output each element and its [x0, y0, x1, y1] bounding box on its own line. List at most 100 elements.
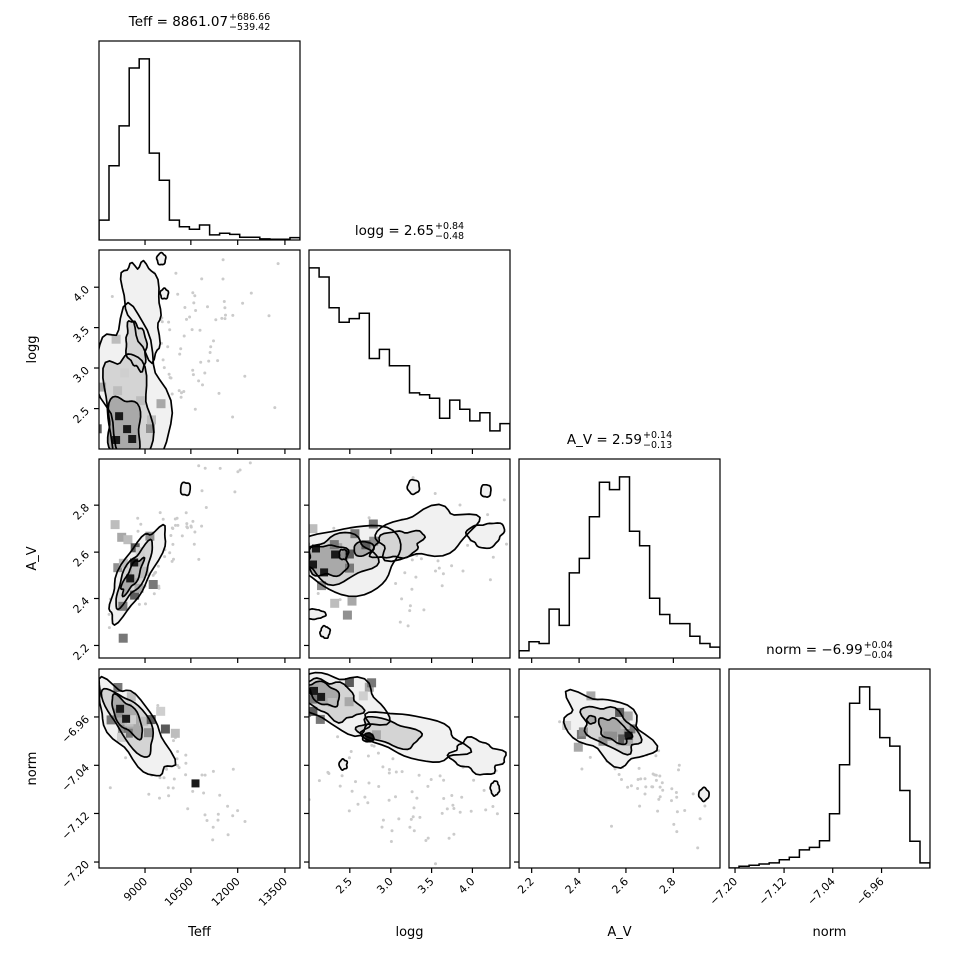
norm-title: norm = −6.99 +0.04 −0.04 — [710, 634, 950, 666]
density-cell — [139, 716, 149, 726]
sample-point — [158, 776, 162, 780]
y-axis-title-logg: logg — [25, 335, 40, 363]
contour-line — [479, 483, 492, 498]
sample-point — [84, 679, 87, 682]
teff-title: Teff = 8861.07 +686.66 −539.42 — [80, 6, 320, 38]
sample-point — [222, 300, 226, 303]
contour-line — [309, 531, 380, 587]
x-tick-label: 4.0 — [456, 875, 478, 897]
sample-point — [236, 809, 240, 813]
sample-point — [182, 334, 186, 338]
sample-point — [191, 789, 195, 793]
contour-line — [353, 540, 375, 558]
sample-point — [367, 781, 371, 785]
sample-point — [433, 492, 437, 495]
y-tick-label: 3.5 — [71, 324, 93, 346]
contour-line — [119, 259, 162, 365]
logg-title: logg = 2.65 +0.84 −0.48 — [290, 215, 530, 247]
x-tick-label: 2.8 — [657, 875, 679, 897]
sample-point — [177, 389, 181, 393]
contour-line — [100, 687, 155, 758]
sample-point — [124, 756, 128, 760]
density-cell — [586, 691, 596, 701]
density-cell — [156, 399, 166, 409]
teff-title-errors: +686.66 −539.42 — [229, 11, 271, 34]
sample-point — [397, 817, 401, 821]
sample-point — [654, 778, 658, 782]
teff-title-plus: +686.66 — [229, 11, 271, 23]
sample-point — [168, 551, 172, 555]
density-cell — [99, 424, 102, 434]
density-cell-dark — [317, 692, 326, 701]
sample-point — [354, 780, 357, 784]
sample-point — [152, 592, 156, 596]
sample-point — [158, 511, 162, 515]
x-tick-label: −7.20 — [707, 875, 740, 908]
sample-point — [412, 806, 416, 810]
x-axis-title-Teff: Teff — [187, 925, 212, 940]
panel-border — [308, 668, 511, 869]
sample-point — [566, 561, 569, 564]
contour-line — [374, 503, 481, 563]
av-title-value: A_V = 2.59 — [566, 432, 643, 448]
sample-point — [179, 395, 183, 399]
sample-point — [451, 803, 455, 807]
sample-point — [403, 571, 407, 575]
density-cell — [347, 596, 357, 606]
sample-point — [381, 765, 385, 769]
sample-point — [204, 506, 208, 509]
sample-point — [162, 366, 166, 370]
sample-point — [224, 313, 227, 317]
y-tick-label: 2.6 — [71, 548, 93, 570]
sample-point — [458, 810, 462, 814]
sample-point — [137, 602, 141, 606]
sample-point — [188, 315, 192, 319]
x-axis-title-A_V: A_V — [607, 925, 631, 940]
sample-point — [216, 818, 220, 822]
contour-line — [354, 715, 424, 751]
density-cell — [160, 724, 170, 734]
sample-point — [249, 291, 253, 295]
contour-fill-outer — [447, 736, 506, 775]
sample-point — [285, 591, 288, 594]
sample-point — [409, 817, 413, 821]
density-cell — [118, 601, 128, 611]
sample-point — [452, 832, 456, 836]
sample-point — [502, 498, 506, 502]
sample-point — [658, 795, 662, 799]
sample-point — [176, 523, 180, 527]
sample-point — [162, 776, 166, 780]
sample-point — [620, 778, 623, 781]
sample-point — [675, 810, 679, 814]
sample-point — [356, 802, 360, 806]
contour-line — [309, 544, 350, 578]
sample-point — [243, 374, 247, 378]
sample-point — [170, 559, 174, 563]
sample-point — [172, 557, 175, 561]
panel-border — [98, 668, 301, 869]
logg-title-plus: +0.84 — [434, 220, 465, 232]
histogram-A_V — [519, 476, 720, 658]
sample-point — [316, 592, 320, 595]
sample-point — [218, 793, 222, 797]
y-axis-title-norm: norm — [25, 752, 40, 786]
sample-point — [185, 522, 189, 526]
sample-point — [698, 817, 702, 821]
sample-point — [166, 786, 170, 790]
sample-point — [434, 569, 437, 573]
x-axis-title-logg: logg — [395, 925, 423, 940]
contour-line — [464, 522, 506, 550]
sample-point — [643, 777, 647, 781]
density-cell — [369, 536, 379, 546]
sample-point — [436, 559, 440, 563]
sample-point — [88, 462, 91, 465]
contour-line — [115, 538, 154, 611]
panel-border — [308, 249, 511, 450]
hist-panel-A_V — [518, 458, 721, 659]
sample-point — [191, 368, 195, 372]
sample-point — [218, 466, 222, 470]
contour-fill-mid — [355, 716, 423, 750]
sample-point — [197, 557, 201, 561]
density-cell — [327, 698, 337, 707]
